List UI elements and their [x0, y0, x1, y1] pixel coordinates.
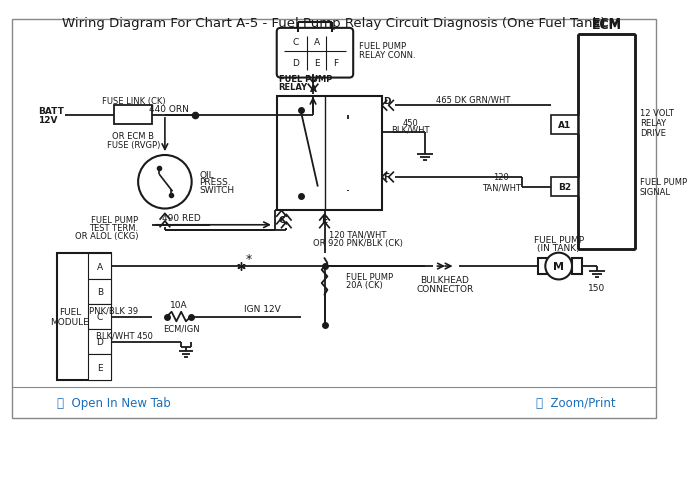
Text: FUEL PUMP: FUEL PUMP — [359, 42, 406, 50]
Bar — [88, 279, 111, 304]
Text: ECM: ECM — [591, 18, 622, 31]
Text: FUSE (RVGP): FUSE (RVGP) — [107, 141, 160, 150]
Text: BULKHEAD: BULKHEAD — [420, 275, 469, 285]
Bar — [88, 355, 111, 380]
Text: C: C — [293, 38, 299, 46]
Text: ECM/IGN: ECM/IGN — [163, 324, 199, 333]
Text: RELAY CONN.: RELAY CONN. — [359, 51, 415, 60]
Circle shape — [545, 253, 572, 280]
Text: B2: B2 — [558, 182, 571, 192]
Text: OIL: OIL — [199, 170, 214, 179]
Text: FUEL PUMP: FUEL PUMP — [346, 272, 393, 281]
Text: Wiring Diagram For Chart A-5 - Fuel Pump Relay Circuit Diagnosis (One Fuel Tank): Wiring Diagram For Chart A-5 - Fuel Pump… — [62, 16, 606, 30]
Text: 490 RED: 490 RED — [161, 213, 201, 222]
Text: BLK/WHT 450: BLK/WHT 450 — [96, 331, 152, 340]
Text: OR 920 PNK/BLK (CK): OR 920 PNK/BLK (CK) — [313, 239, 403, 248]
Bar — [88, 254, 111, 279]
Text: IGN 12V: IGN 12V — [244, 305, 281, 314]
Bar — [12, 388, 656, 418]
Text: OR ALOL (CKG): OR ALOL (CKG) — [75, 231, 138, 240]
Text: 20A (CK): 20A (CK) — [346, 281, 382, 290]
Bar — [115, 106, 152, 125]
Bar — [538, 259, 547, 274]
Text: 🔍  Zoom/Print: 🔍 Zoom/Print — [536, 396, 616, 409]
Bar — [277, 96, 382, 211]
Text: C: C — [278, 216, 285, 225]
Text: 150: 150 — [589, 283, 606, 292]
Text: B: B — [97, 287, 103, 296]
Text: FUEL PUMP
SIGNAL: FUEL PUMP SIGNAL — [640, 178, 687, 197]
Text: A1: A1 — [558, 121, 571, 130]
Text: ⧉  Open In New Tab: ⧉ Open In New Tab — [57, 396, 170, 409]
Bar — [88, 330, 111, 355]
Text: D: D — [97, 337, 104, 347]
Text: 12V: 12V — [38, 116, 57, 125]
Text: A: A — [314, 38, 320, 46]
Text: 440 ORN: 440 ORN — [149, 105, 189, 113]
Text: OR ECM B: OR ECM B — [112, 132, 155, 141]
Bar — [551, 178, 578, 197]
Text: D: D — [293, 59, 299, 68]
Text: FUEL PUMP: FUEL PUMP — [533, 235, 584, 244]
Text: 120 TAN/WHT: 120 TAN/WHT — [329, 230, 386, 239]
Text: FUSE LINK (CK): FUSE LINK (CK) — [101, 97, 165, 106]
Text: FUEL PUMP: FUEL PUMP — [91, 216, 138, 225]
Text: F: F — [384, 173, 390, 182]
Text: PRESS.: PRESS. — [199, 178, 231, 187]
Text: (IN TANK): (IN TANK) — [538, 244, 580, 253]
Text: RELAY: RELAY — [279, 82, 308, 91]
Text: C: C — [97, 312, 103, 321]
Text: 450: 450 — [403, 119, 418, 128]
Text: A: A — [97, 262, 103, 271]
Text: 120
TAN/WHT: 120 TAN/WHT — [482, 173, 521, 192]
Bar — [57, 254, 111, 380]
Text: TEST TERM.: TEST TERM. — [89, 224, 138, 233]
Bar — [12, 20, 656, 418]
Circle shape — [138, 156, 192, 209]
Text: E: E — [322, 216, 328, 225]
Text: F: F — [333, 59, 339, 68]
Text: PNK/BLK 39: PNK/BLK 39 — [89, 306, 138, 315]
Text: FUEL PUMP: FUEL PUMP — [279, 75, 332, 84]
FancyBboxPatch shape — [277, 29, 353, 78]
Text: *: * — [245, 252, 251, 265]
Text: ECM: ECM — [591, 16, 622, 30]
Text: SWITCH: SWITCH — [199, 185, 235, 195]
Text: D: D — [383, 97, 391, 106]
Text: BATT: BATT — [38, 106, 63, 115]
Text: BLK/WHT: BLK/WHT — [391, 125, 430, 135]
Bar — [572, 259, 582, 274]
Text: CONNECTOR: CONNECTOR — [416, 284, 473, 293]
Text: 12 VOLT
RELAY
DRIVE: 12 VOLT RELAY DRIVE — [640, 108, 674, 138]
Text: E: E — [97, 363, 103, 372]
Bar — [551, 116, 578, 135]
Text: M: M — [553, 261, 564, 272]
Text: E: E — [314, 59, 319, 68]
Text: 465 DK GRN/WHT: 465 DK GRN/WHT — [436, 95, 511, 104]
Bar — [88, 304, 111, 330]
Text: A: A — [310, 84, 317, 93]
Text: FUEL
MODULE: FUEL MODULE — [50, 307, 89, 327]
Text: 10A: 10A — [170, 300, 187, 309]
